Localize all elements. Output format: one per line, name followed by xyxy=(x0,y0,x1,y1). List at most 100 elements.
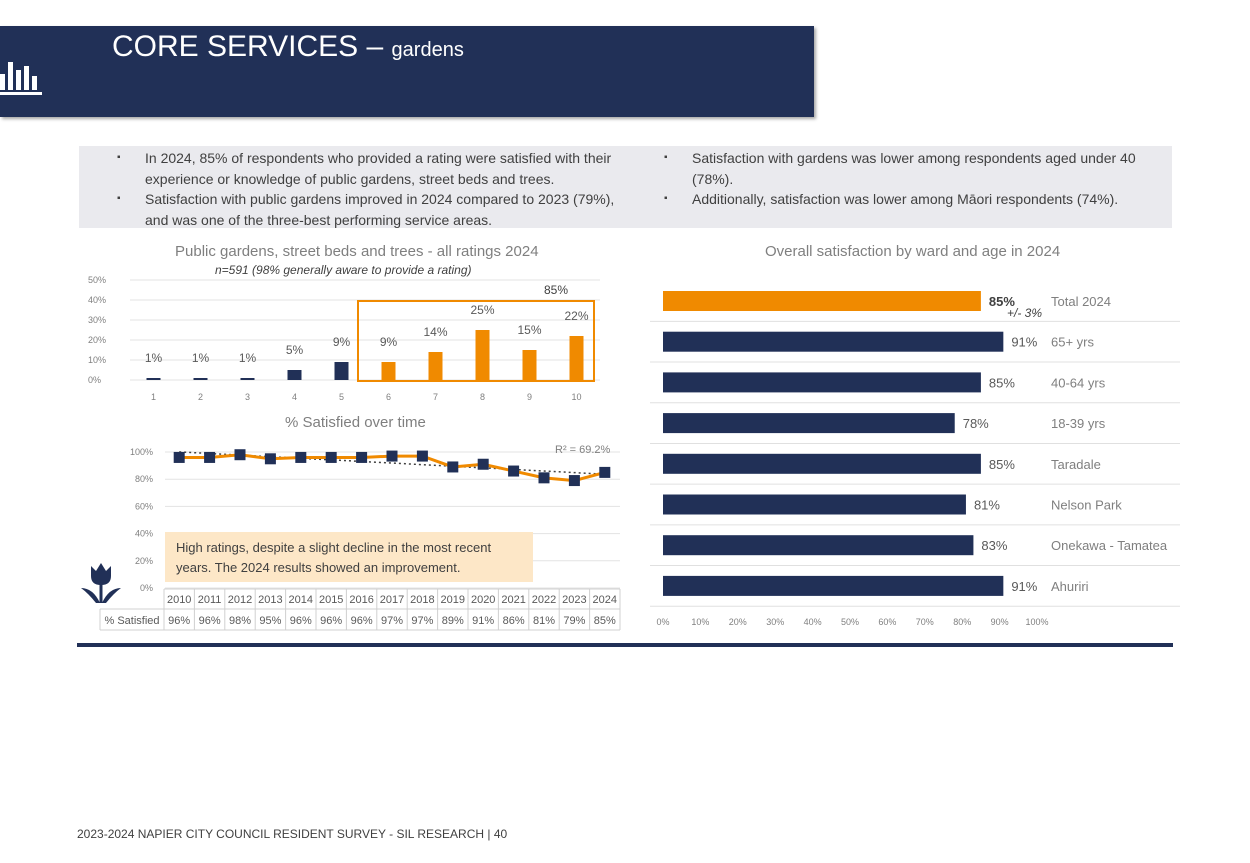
bullet-item: In 2024, 85% of respondents who provided… xyxy=(117,148,619,189)
table-value: 97% xyxy=(381,615,403,627)
bar xyxy=(287,370,302,380)
bullet-item: Satisfaction with gardens was lower amon… xyxy=(664,148,1162,189)
data-point xyxy=(295,451,307,463)
trend-chart-title: % Satisfied over time xyxy=(285,414,426,431)
data-point xyxy=(599,466,611,478)
y-tick-label: 40% xyxy=(135,529,153,539)
table-value: 95% xyxy=(259,615,281,627)
data-label: 85% xyxy=(989,294,1015,309)
x-tick-label: 20% xyxy=(729,617,747,627)
data-label: 91% xyxy=(1011,335,1037,350)
divider xyxy=(77,643,1173,647)
data-point xyxy=(386,450,398,462)
data-label: 85% xyxy=(989,375,1015,390)
footer-text: 2023-2024 NAPIER CITY COUNCIL RESIDENT S… xyxy=(77,827,508,841)
bar xyxy=(381,362,396,380)
bar-chart-icon xyxy=(0,62,42,95)
y-tick-label: 80% xyxy=(135,474,153,484)
category-label: 18-39 yrs xyxy=(1051,416,1106,431)
bar xyxy=(146,378,161,380)
data-point xyxy=(538,472,550,484)
year-label: 2012 xyxy=(228,594,252,606)
page-title: CORE SERVICES – gardens xyxy=(112,30,464,63)
bar xyxy=(240,378,255,380)
table-value: 79% xyxy=(563,615,585,627)
data-label: 5% xyxy=(286,343,304,357)
data-label: 85% xyxy=(989,457,1015,472)
callout-note: High ratings, despite a slight decline i… xyxy=(165,532,533,582)
x-tick-label: 30% xyxy=(766,617,784,627)
y-tick-label: 20% xyxy=(135,556,153,566)
table-value: 81% xyxy=(533,615,555,627)
ratings-chart-title: Public gardens, street beds and trees - … xyxy=(175,243,539,260)
x-tick-label: 50% xyxy=(841,617,859,627)
data-point xyxy=(204,451,216,463)
bar xyxy=(663,453,981,474)
y-tick-label: 0% xyxy=(88,375,101,385)
x-tick-label: 7 xyxy=(433,392,438,402)
y-tick-label: 60% xyxy=(135,501,153,511)
data-label: 83% xyxy=(981,538,1007,553)
table-value: 96% xyxy=(168,615,190,627)
data-point xyxy=(325,451,337,463)
table-value: 98% xyxy=(229,615,251,627)
tulip-icon xyxy=(81,563,121,603)
bar xyxy=(569,336,584,380)
data-label: 9% xyxy=(380,335,398,349)
year-label: 2011 xyxy=(198,594,222,606)
x-tick-label: 100% xyxy=(1025,617,1048,627)
category-label: 65+ yrs xyxy=(1051,335,1094,350)
x-tick-label: 0% xyxy=(656,617,669,627)
table-value: 96% xyxy=(320,615,342,627)
bar xyxy=(475,330,490,380)
ward-age-bar-chart: 85% Total 2024 91% 65+ yrs 85% 40-64 yrs 78% 18… xyxy=(650,291,1180,627)
year-label: 2022 xyxy=(532,594,556,606)
table-value: 97% xyxy=(411,615,433,627)
data-point xyxy=(264,453,276,465)
header-banner xyxy=(0,26,814,117)
category-label: 40-64 yrs xyxy=(1051,375,1106,390)
table-value: 85% xyxy=(594,615,616,627)
data-label: 1% xyxy=(145,351,163,365)
data-point xyxy=(568,475,580,487)
y-tick-label: 100% xyxy=(130,447,153,457)
summary-left: In 2024, 85% of respondents who provided… xyxy=(79,146,629,228)
year-label: 2013 xyxy=(258,594,282,606)
ratings-bar-chart: 0% 10% 20% 30% 40% 50% 1% 1 1% 2 1% 3 5% 4 9% 5 9% 6 14% 7 2… xyxy=(88,275,600,402)
y-tick-label: 40% xyxy=(88,295,106,305)
bar xyxy=(663,413,955,434)
y-tick-label: 50% xyxy=(88,275,106,285)
data-point xyxy=(477,458,489,470)
data-label: 81% xyxy=(974,498,1000,513)
data-label: 1% xyxy=(239,351,257,365)
x-tick-label: 60% xyxy=(878,617,896,627)
bar xyxy=(663,291,981,311)
data-point xyxy=(173,451,185,463)
bar xyxy=(193,378,208,380)
x-tick-label: 3 xyxy=(245,392,250,402)
bar xyxy=(663,331,1004,352)
bar xyxy=(334,362,349,380)
data-label: 25% xyxy=(470,303,494,317)
x-tick-label: 4 xyxy=(292,392,297,402)
ward-chart-title: Overall satisfaction by ward and age in … xyxy=(765,243,1061,260)
x-tick-label: 70% xyxy=(916,617,934,627)
data-label: 1% xyxy=(192,351,210,365)
table-value: 89% xyxy=(442,615,464,627)
category-label: Total 2024 xyxy=(1051,294,1111,309)
category-label: Onekawa - Tamatea xyxy=(1051,538,1168,553)
category-label: Taradale xyxy=(1051,457,1101,472)
table-value: 96% xyxy=(290,615,312,627)
year-label: 2019 xyxy=(441,594,465,606)
year-label: 2024 xyxy=(593,594,617,606)
table-value: 86% xyxy=(503,615,525,627)
table-value: 91% xyxy=(472,615,494,627)
ratings-chart-subtitle: n=591 (98% generally aware to provide a … xyxy=(215,263,472,277)
data-label: 15% xyxy=(517,323,541,337)
x-tick-label: 8 xyxy=(480,392,485,402)
x-tick-label: 80% xyxy=(953,617,971,627)
highlight-label: 85% xyxy=(544,283,568,297)
category-label: Ahuriri xyxy=(1051,579,1089,594)
year-label: 2014 xyxy=(289,594,313,606)
data-label: 14% xyxy=(423,325,447,339)
